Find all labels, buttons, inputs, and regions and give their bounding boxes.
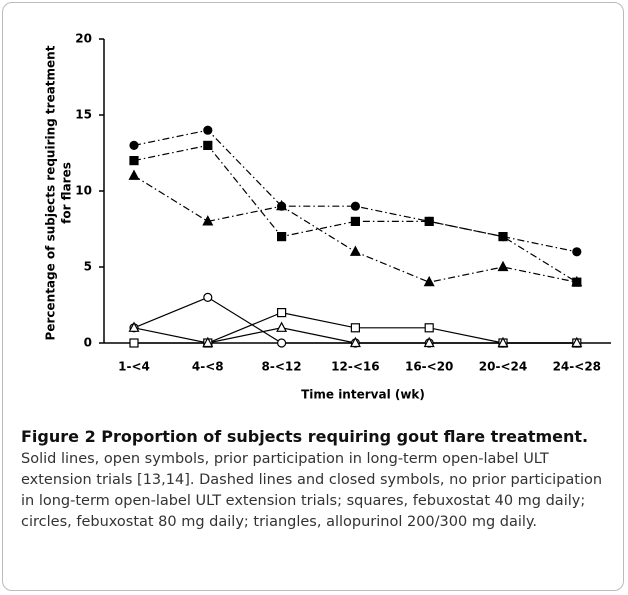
marker: [276, 321, 288, 332]
marker: [129, 338, 139, 348]
marker: [572, 247, 582, 257]
x-tick-label: 8-<12: [262, 360, 302, 374]
marker: [277, 232, 287, 242]
marker: [497, 260, 509, 272]
y-axis-label: for flares: [60, 162, 74, 224]
marker: [276, 199, 288, 211]
y-tick-label: 5: [84, 260, 92, 274]
marker: [202, 215, 214, 226]
x-tick-label: 1-<4: [118, 360, 150, 374]
marker: [424, 323, 434, 333]
marker: [128, 169, 140, 180]
y-tick-label: 0: [84, 336, 92, 350]
series-line: [133, 296, 577, 344]
marker: [203, 140, 213, 150]
marker: [424, 216, 434, 226]
x-tick-label: 12-<16: [331, 360, 379, 374]
y-tick-label: 20: [75, 32, 92, 46]
caption-title: Figure 2 Proportion of subjects requirin…: [21, 427, 589, 446]
marker: [571, 336, 583, 348]
marker: [277, 308, 287, 318]
marker: [350, 201, 360, 211]
marker: [349, 245, 361, 256]
caption-text: Solid lines, open symbols, prior partici…: [21, 451, 603, 530]
marker: [129, 156, 139, 166]
x-tick-label: 24-<28: [553, 360, 601, 374]
x-tick-label: 20-<24: [479, 360, 527, 374]
x-axis-label: Time interval (wk): [301, 388, 425, 402]
x-tick-label: 4-<8: [192, 360, 224, 374]
series-line: [133, 129, 577, 253]
marker: [349, 336, 361, 348]
marker: [423, 336, 435, 348]
marker: [497, 336, 509, 348]
marker: [203, 292, 213, 302]
y-axis-label: Percentage of subjects requiring treatme…: [44, 45, 58, 340]
chart: Time interval (wk) Percentage of subject…: [44, 32, 611, 402]
marker: [202, 336, 214, 348]
marker: [423, 275, 435, 287]
marker: [277, 338, 287, 348]
marker: [203, 125, 213, 135]
x-tick-label: 16-<20: [405, 360, 453, 374]
series-line: [133, 175, 577, 283]
marker: [129, 140, 139, 150]
marker: [350, 216, 360, 226]
marker: [128, 321, 140, 332]
y-tick-label: 15: [75, 108, 92, 122]
y-tick-label: 10: [75, 184, 92, 198]
marker: [498, 232, 508, 242]
marker: [350, 323, 360, 333]
marker: [571, 275, 583, 287]
series-line: [133, 144, 578, 283]
caption: Figure 2 Proportion of subjects requirin…: [21, 425, 611, 533]
